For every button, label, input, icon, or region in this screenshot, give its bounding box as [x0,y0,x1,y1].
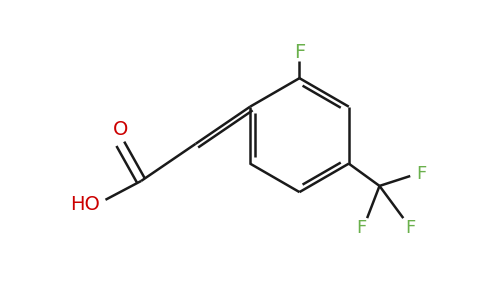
Text: HO: HO [70,195,100,214]
Text: F: F [406,219,416,237]
Text: F: F [356,219,366,237]
Text: F: F [416,164,426,182]
Text: O: O [113,120,128,140]
Text: F: F [294,43,305,62]
